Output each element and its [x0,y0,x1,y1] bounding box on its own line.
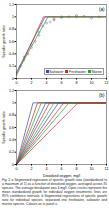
svg-text:0.2: 0.2 [9,64,14,68]
svg-text:0.4: 0.4 [9,138,14,142]
svg-text:4: 4 [46,167,48,171]
svg-text:4: 4 [46,81,48,85]
svg-text:Specific growth ratio: Specific growth ratio [2,111,6,143]
svg-text:6: 6 [61,81,63,85]
svg-text:12: 12 [105,81,109,85]
svg-text:8: 8 [76,167,78,171]
svg-text:1.2: 1.2 [9,3,14,7]
svg-text:(a): (a) [99,7,105,12]
svg-text:8: 8 [76,81,78,85]
svg-text:0: 0 [16,81,18,85]
html-text:Freshwater: Freshwater [69,69,86,74]
svg-text:0: 0 [16,167,18,171]
svg-text:(b): (b) [99,93,105,98]
html-text:Marine: Marine [91,69,102,74]
svg-text:1: 1 [12,15,14,19]
svg-text:0.6: 0.6 [9,40,14,44]
svg-text:1.2: 1.2 [9,89,14,93]
svg-text:10: 10 [90,167,94,171]
svg-text:6: 6 [61,167,63,171]
svg-text:0.6: 0.6 [9,126,14,130]
svg-text:0.2: 0.2 [9,150,14,154]
svg-text:0: 0 [12,77,14,81]
svg-text:12: 12 [105,167,109,171]
svg-text:0.8: 0.8 [9,113,14,117]
svg-text:2: 2 [31,167,33,171]
svg-text:Specific growth ratio: Specific growth ratio [2,25,6,57]
svg-text:2: 2 [31,81,33,85]
svg-text:Dissolved oxygen, mg/l: Dissolved oxygen, mg/l [43,174,80,178]
svg-text:0: 0 [12,163,14,167]
svg-text:0.4: 0.4 [9,52,14,56]
html-text:Saltwater: Saltwater [49,69,64,74]
svg-text:0.8: 0.8 [9,27,14,31]
svg-text:10: 10 [90,81,94,85]
svg-text:1: 1 [12,101,14,105]
html-text:Fig. 2 a Segmented regression: Fig. 2 a Segmented regression of specifi… [2,178,107,206]
